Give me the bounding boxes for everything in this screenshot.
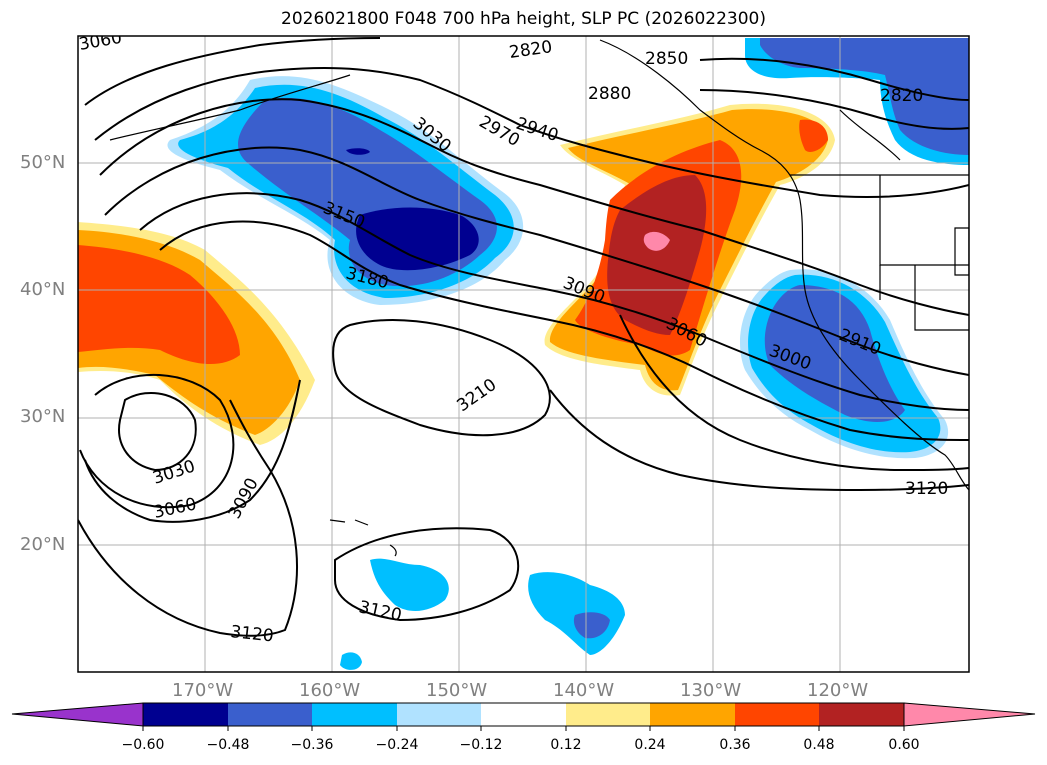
lon-label: 140°W xyxy=(553,680,615,701)
colorbar-tick-label: −0.48 xyxy=(206,737,250,753)
lon-label: 130°W xyxy=(680,680,742,701)
contour-label: 3060 xyxy=(77,28,123,55)
contour-label: 2820 xyxy=(508,37,554,63)
lat-label: 30°N xyxy=(20,406,66,427)
contour-label: 3060 xyxy=(152,494,198,523)
lat-label: 40°N xyxy=(20,279,66,300)
map-title: 2026021800 F048 700 hPa height, SLP PC (… xyxy=(281,9,766,29)
lon-label: 160°W xyxy=(299,680,361,701)
map-panel: 3060 2820 2850 2880 2820 3030 2970 2940 … xyxy=(77,28,969,672)
lon-label: 120°W xyxy=(807,680,869,701)
graticule xyxy=(78,36,969,672)
contour-label: 2850 xyxy=(645,49,688,69)
contour-label: 3120 xyxy=(905,479,948,499)
contour-label: 3210 xyxy=(453,375,500,416)
colorbar-tick-label: 0.48 xyxy=(803,737,835,753)
colorbar-tick-label: −0.24 xyxy=(375,737,419,753)
lat-label: 20°N xyxy=(20,534,66,555)
colorbar-tick-label: 0.60 xyxy=(888,737,920,753)
colorbar-tick-label: −0.12 xyxy=(459,737,503,753)
contour-label: 3090 xyxy=(225,475,263,523)
colorbar-extend-low xyxy=(11,702,144,727)
colorbar-tick-label: 0.24 xyxy=(634,737,666,753)
colorbar xyxy=(11,702,1036,731)
contour-label: 3120 xyxy=(229,622,274,646)
colorbar-tick-label: 0.12 xyxy=(550,737,582,753)
colorbar-tick-label: −0.36 xyxy=(290,737,334,753)
colorbar-extend-high xyxy=(903,702,1036,727)
colorbar-tick-label: −0.60 xyxy=(121,737,165,753)
negative-anomaly-hawaii xyxy=(370,558,449,612)
colorbar-tick-label: 0.36 xyxy=(719,737,751,753)
lon-label: 170°W xyxy=(172,680,234,701)
contour-label: 3030 xyxy=(150,456,197,488)
map-frame xyxy=(77,35,970,673)
contour-label: 2820 xyxy=(880,86,923,106)
contour-label: 2940 xyxy=(513,114,560,146)
lon-label: 150°W xyxy=(426,680,488,701)
lat-label: 50°N xyxy=(20,152,66,173)
height-contours xyxy=(78,37,969,637)
contour-label: 2880 xyxy=(588,84,631,104)
